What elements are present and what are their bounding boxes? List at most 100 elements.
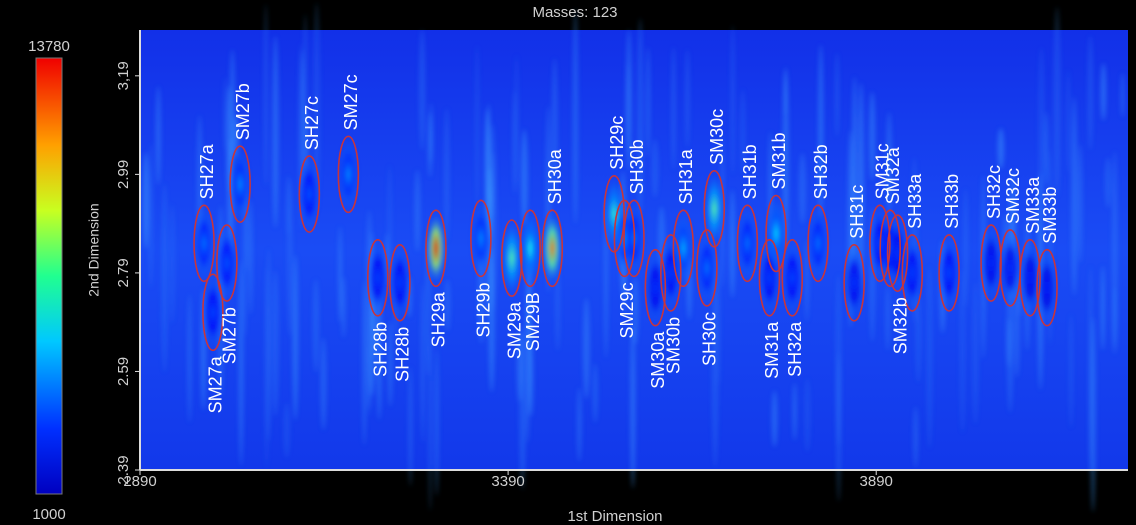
peak-outline xyxy=(696,229,718,307)
peak-glow xyxy=(646,253,665,322)
peak-glow xyxy=(502,224,521,293)
chart-title: Masses: 123 xyxy=(532,4,617,21)
background-streak xyxy=(730,24,735,175)
background-streak xyxy=(1038,47,1045,215)
background-streak xyxy=(428,334,432,511)
background-streak xyxy=(387,320,394,407)
background-streak xyxy=(287,177,293,336)
background-streak xyxy=(414,169,421,252)
peak-outline xyxy=(193,204,215,283)
peak-glow xyxy=(1038,253,1057,322)
peak-outline xyxy=(389,243,411,322)
peak-outline xyxy=(623,199,645,278)
peak-glow xyxy=(339,140,358,209)
peak-label: SM31b xyxy=(769,132,789,189)
peak-label: SM32a xyxy=(883,146,903,204)
background-streak xyxy=(963,188,968,308)
background-streak xyxy=(362,280,367,446)
peak-glow xyxy=(217,229,236,298)
background-streak xyxy=(926,265,933,449)
background-streak xyxy=(1066,69,1070,174)
background-streak xyxy=(577,387,582,462)
peak-label: SM30b xyxy=(664,317,684,374)
peak-glow xyxy=(940,238,959,307)
peak-outline xyxy=(216,224,238,302)
background-streak xyxy=(551,58,558,203)
peak-label: SH27c xyxy=(302,96,322,150)
peak-outline xyxy=(886,214,909,293)
y-tick-label: 2.39 xyxy=(115,455,132,484)
background-streak xyxy=(804,378,811,452)
background-streak xyxy=(869,91,876,181)
peak-label: SH30a xyxy=(545,148,565,204)
background-streak xyxy=(1077,144,1083,264)
background-streak xyxy=(959,269,966,434)
peak-outlines xyxy=(193,135,1058,352)
colorbar xyxy=(35,57,63,495)
background-streak xyxy=(1053,6,1061,197)
peak-label: SM32c xyxy=(1003,168,1023,224)
background-streak xyxy=(913,406,919,468)
peak-glow xyxy=(738,209,757,278)
background-streak xyxy=(238,259,244,466)
peak-glow xyxy=(203,278,222,347)
background-streak xyxy=(782,66,789,249)
background-streak xyxy=(1087,35,1093,151)
background-streak xyxy=(711,252,719,467)
peak-label: SM29c xyxy=(617,282,637,338)
peak-outline xyxy=(879,209,902,288)
background-streak xyxy=(155,86,161,185)
background-streak xyxy=(858,82,864,291)
background-streak xyxy=(972,281,979,425)
peak-label: SH29c xyxy=(607,116,627,170)
peak-glow xyxy=(231,150,250,219)
background-streak xyxy=(292,254,299,421)
background-streak xyxy=(798,152,806,224)
peak-label: SH28b xyxy=(393,327,413,382)
peak-glow xyxy=(783,243,802,312)
peak-label: SH31b xyxy=(740,144,760,199)
peak-outline xyxy=(1019,239,1041,317)
peak-label: SH32a xyxy=(785,321,805,377)
x-tick-label: 3890 xyxy=(860,473,893,490)
peak-glow xyxy=(1001,233,1020,302)
background-streak xyxy=(521,129,528,226)
peak-outline xyxy=(298,155,321,233)
peak-glow xyxy=(521,214,540,283)
y-tick-label: 2.59 xyxy=(115,357,132,386)
background-streak xyxy=(729,189,735,298)
background-streak xyxy=(267,248,271,442)
y-tick-label: 2.79 xyxy=(115,258,132,287)
peak-label: SM27b xyxy=(220,307,240,364)
background-streak xyxy=(1088,265,1093,474)
peak-glow xyxy=(543,214,562,283)
peak-outline xyxy=(938,234,960,312)
peak-outline xyxy=(337,135,360,214)
colorbar-max: 13780 xyxy=(28,38,70,55)
peak-glow xyxy=(368,243,387,312)
background-streak xyxy=(427,111,433,178)
background-streak xyxy=(408,366,413,486)
background-streak xyxy=(142,152,149,249)
background-streak xyxy=(915,292,922,383)
peak-glows xyxy=(195,140,1057,347)
peak-outline xyxy=(644,248,667,327)
peak-label: SH27a xyxy=(197,143,217,199)
background-streak xyxy=(804,239,809,322)
background-streak xyxy=(625,29,632,172)
background-streak xyxy=(283,402,290,458)
peak-outline xyxy=(519,209,541,288)
background-streak xyxy=(1071,96,1078,296)
background-streak xyxy=(740,88,746,175)
background-streak xyxy=(818,44,824,218)
peak-outline xyxy=(1036,248,1058,327)
peak-label: SH30c xyxy=(700,312,720,366)
background-streak xyxy=(835,273,842,447)
peak-label: SH28b xyxy=(371,322,391,377)
peak-outline xyxy=(869,204,891,283)
y-tick-label: 2.99 xyxy=(115,160,132,189)
background-streak xyxy=(885,286,890,351)
peak-label: SM30c xyxy=(707,109,727,165)
background-streak xyxy=(320,337,327,431)
peak-label: SM31a xyxy=(762,321,782,379)
